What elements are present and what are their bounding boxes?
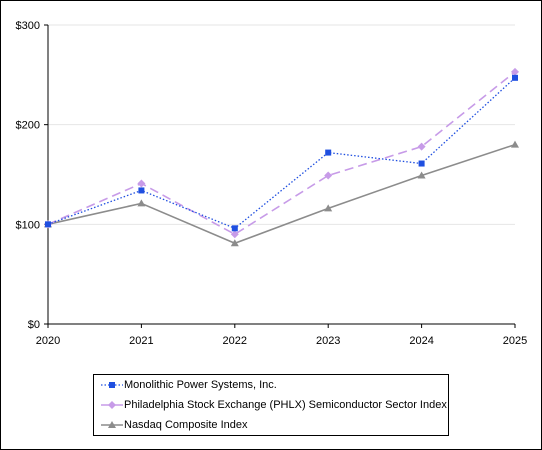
- legend-label-sox: Philadelphia Stock Exchange (PHLX) Semic…: [124, 399, 447, 411]
- y-tick-label: $200: [16, 120, 40, 132]
- data-point-sox: [511, 67, 519, 76]
- legend-marker: [109, 382, 115, 388]
- data-point-sox: [417, 142, 426, 151]
- data-point-mpwr: [418, 160, 425, 167]
- series-nasdaq: [44, 140, 519, 247]
- y-tick-label: $100: [16, 219, 40, 231]
- axes: [44, 24, 516, 328]
- series-line-nasdaq: [47, 143, 516, 245]
- series-group: [44, 67, 519, 247]
- data-point-sox: [137, 179, 146, 188]
- legend-swatch-sox: [101, 401, 123, 409]
- y-tick-label: $300: [16, 20, 40, 32]
- data-point-sox: [230, 230, 239, 239]
- series-sox: [44, 67, 519, 239]
- data-point-mpwr: [325, 149, 332, 156]
- legend-item-mpwr: Monolithic Power Systems, Inc.: [94, 377, 448, 395]
- data-point-sox: [324, 171, 333, 180]
- data-point-mpwr: [512, 74, 518, 81]
- legend-label-mpwr: Monolithic Power Systems, Inc.: [124, 379, 277, 391]
- data-point-mpwr: [231, 225, 238, 232]
- legend-label-nasdaq: Nasdaq Composite Index: [124, 419, 248, 431]
- data-point-nasdaq: [230, 239, 239, 247]
- legend: Monolithic Power Systems, Inc. Philadelp…: [93, 374, 449, 436]
- legend-swatch-mpwr: [101, 382, 123, 388]
- legend-item-sox: Philadelphia Stock Exchange (PHLX) Semic…: [94, 397, 448, 415]
- y-tick-label: $0: [28, 319, 40, 331]
- data-point-nasdaq: [511, 140, 519, 148]
- x-tick-label: 2020: [36, 335, 60, 347]
- x-tick-label: 2022: [223, 335, 247, 347]
- gridlines: [48, 24, 515, 225]
- series-line-sox: [47, 71, 516, 236]
- x-tick-label: 2025: [503, 335, 527, 347]
- data-point-mpwr: [45, 221, 51, 228]
- legend-swatch-nasdaq: [101, 421, 123, 428]
- x-tick-labels: 2020 2021 2022 2023 2024 2025: [36, 335, 527, 347]
- series-mpwr: [45, 74, 518, 232]
- legend-marker: [108, 401, 116, 409]
- x-tick-label: 2023: [316, 335, 340, 347]
- y-tick-labels: $0 $100 $200 $300: [16, 20, 40, 331]
- legend-marker: [108, 421, 116, 428]
- x-tick-label: 2024: [409, 335, 433, 347]
- series-line-mpwr: [47, 77, 516, 230]
- data-point-nasdaq: [324, 204, 333, 212]
- data-point-nasdaq: [137, 199, 146, 207]
- data-point-mpwr: [138, 187, 145, 194]
- data-point-nasdaq: [417, 171, 426, 179]
- legend-item-nasdaq: Nasdaq Composite Index: [94, 417, 448, 435]
- x-tick-label: 2021: [129, 335, 153, 347]
